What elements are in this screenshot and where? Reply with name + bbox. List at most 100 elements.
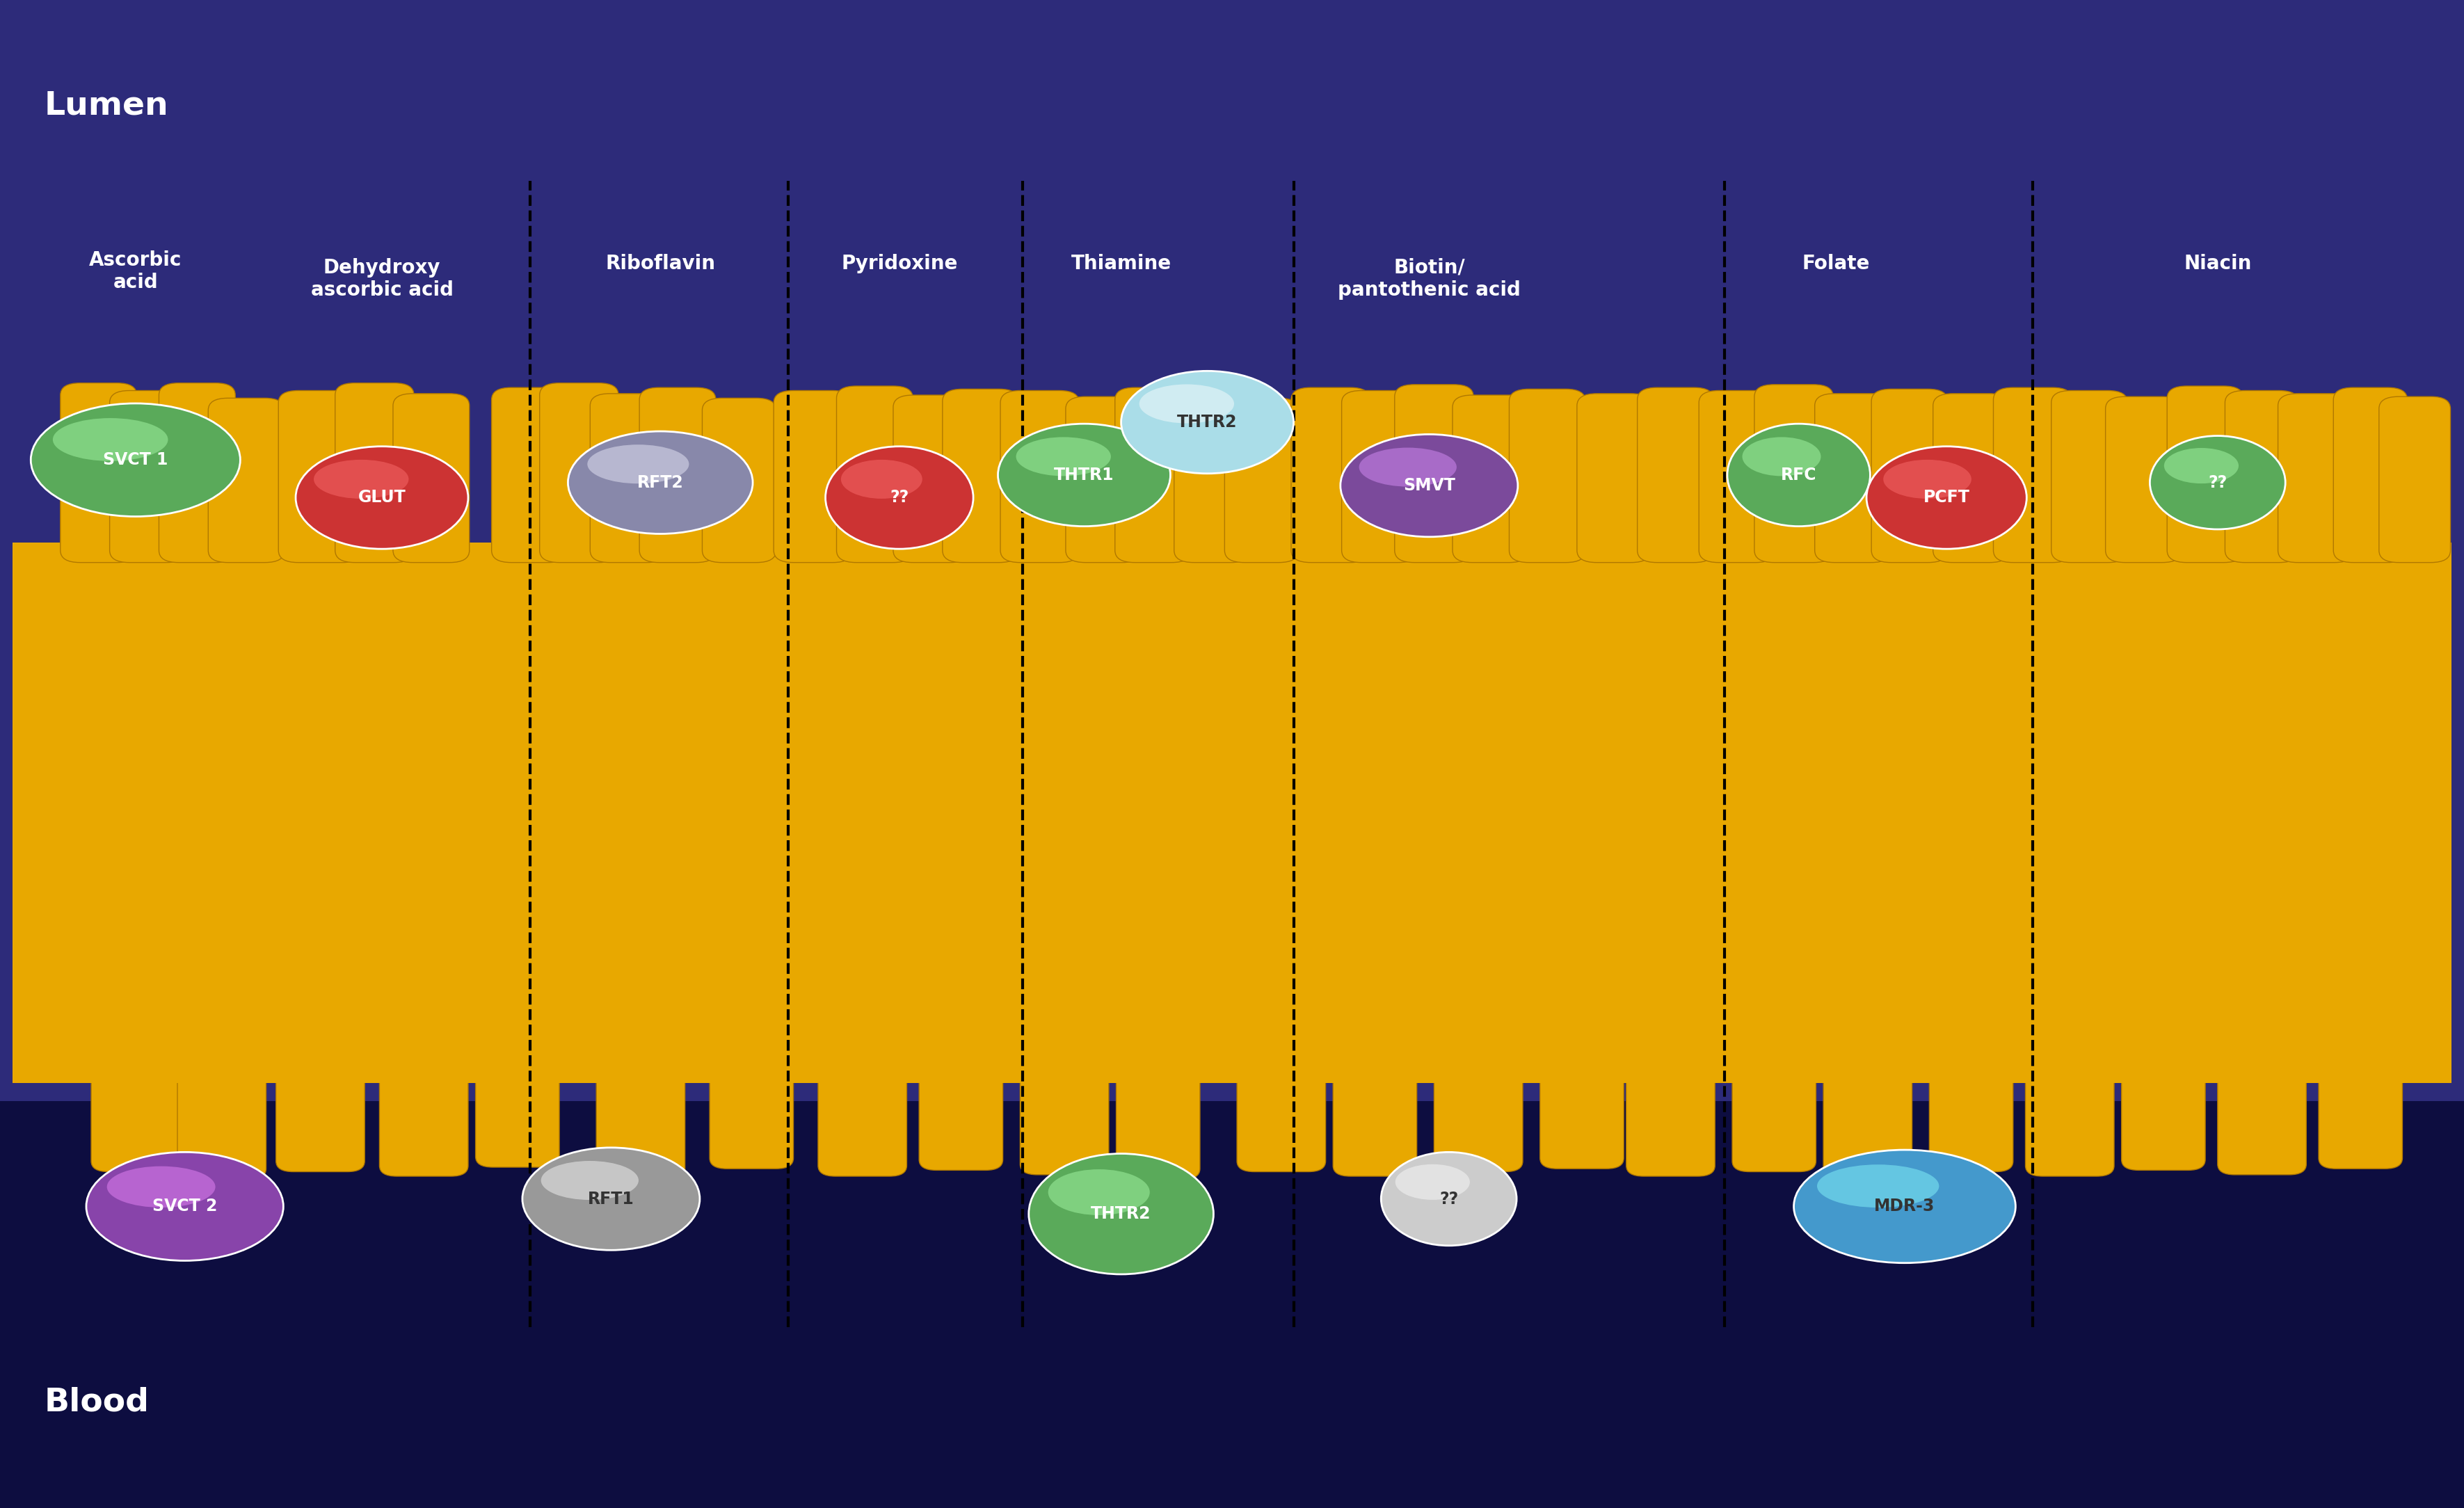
Text: RFT1: RFT1 [589, 1190, 633, 1208]
FancyBboxPatch shape [2050, 391, 2129, 562]
Ellipse shape [1138, 385, 1234, 424]
Text: Lumen: Lumen [44, 90, 168, 121]
Text: SVCT 2: SVCT 2 [153, 1197, 217, 1215]
FancyBboxPatch shape [1000, 391, 1079, 562]
FancyBboxPatch shape [1929, 1053, 2013, 1172]
FancyBboxPatch shape [62, 383, 138, 562]
FancyBboxPatch shape [2319, 1053, 2402, 1169]
FancyBboxPatch shape [1064, 397, 1143, 562]
FancyBboxPatch shape [641, 388, 715, 562]
FancyBboxPatch shape [392, 394, 468, 562]
Ellipse shape [586, 445, 690, 484]
FancyBboxPatch shape [702, 398, 776, 562]
FancyBboxPatch shape [1873, 389, 1949, 562]
FancyBboxPatch shape [1395, 385, 1473, 562]
Ellipse shape [1395, 1164, 1471, 1200]
Ellipse shape [542, 1161, 638, 1200]
FancyBboxPatch shape [892, 395, 968, 562]
Ellipse shape [1047, 1169, 1151, 1215]
Ellipse shape [1121, 371, 1294, 474]
FancyBboxPatch shape [1636, 388, 1715, 562]
Text: ??: ?? [2208, 474, 2227, 492]
Text: MDR-3: MDR-3 [1875, 1197, 1934, 1215]
Text: GLUT: GLUT [357, 489, 407, 507]
FancyBboxPatch shape [1698, 391, 1774, 562]
FancyBboxPatch shape [710, 1053, 793, 1169]
FancyBboxPatch shape [379, 1053, 468, 1176]
Text: ??: ?? [890, 489, 909, 507]
FancyBboxPatch shape [2333, 388, 2407, 562]
FancyBboxPatch shape [1732, 1053, 1816, 1172]
Text: SVCT 1: SVCT 1 [103, 451, 168, 469]
Ellipse shape [1380, 1152, 1515, 1246]
Text: Biotin/
pantothenic acid: Biotin/ pantothenic acid [1338, 258, 1520, 300]
FancyBboxPatch shape [2168, 386, 2245, 562]
FancyBboxPatch shape [1114, 388, 1193, 562]
FancyBboxPatch shape [2025, 1053, 2114, 1176]
Text: Thiamine: Thiamine [1072, 255, 1170, 273]
Text: ??: ?? [1439, 1190, 1459, 1208]
FancyBboxPatch shape [1540, 1053, 1624, 1169]
Ellipse shape [2163, 448, 2240, 484]
FancyBboxPatch shape [1451, 395, 1528, 562]
Text: Dehydroxy
ascorbic acid: Dehydroxy ascorbic acid [310, 258, 453, 300]
FancyBboxPatch shape [1993, 388, 2072, 562]
FancyBboxPatch shape [1823, 1053, 1912, 1179]
FancyBboxPatch shape [941, 389, 1020, 562]
FancyBboxPatch shape [1343, 391, 1419, 562]
FancyBboxPatch shape [589, 394, 665, 562]
Ellipse shape [32, 404, 241, 516]
FancyBboxPatch shape [1754, 385, 1833, 562]
Ellipse shape [1030, 1154, 1215, 1274]
FancyBboxPatch shape [1020, 1053, 1109, 1175]
Text: RFT2: RFT2 [638, 474, 683, 492]
Text: PCFT: PCFT [1924, 489, 1969, 507]
FancyBboxPatch shape [1434, 1053, 1523, 1172]
FancyBboxPatch shape [596, 1053, 685, 1179]
Ellipse shape [1727, 424, 1870, 526]
Ellipse shape [998, 424, 1170, 526]
Text: THTR2: THTR2 [1178, 413, 1237, 431]
FancyBboxPatch shape [1225, 398, 1299, 562]
Ellipse shape [840, 460, 922, 499]
Ellipse shape [2149, 436, 2287, 529]
Ellipse shape [86, 1152, 283, 1261]
FancyBboxPatch shape [2277, 394, 2353, 562]
FancyBboxPatch shape [1508, 389, 1587, 562]
FancyBboxPatch shape [835, 386, 912, 562]
FancyBboxPatch shape [177, 1053, 266, 1179]
Ellipse shape [52, 418, 168, 461]
Ellipse shape [825, 446, 973, 549]
Text: SMVT: SMVT [1402, 477, 1456, 495]
Text: Ascorbic
acid: Ascorbic acid [89, 250, 182, 293]
Ellipse shape [1340, 434, 1518, 537]
Text: Blood: Blood [44, 1387, 150, 1418]
Text: Niacin: Niacin [2183, 255, 2252, 273]
Ellipse shape [1742, 437, 1821, 477]
FancyBboxPatch shape [1333, 1053, 1417, 1176]
Text: THTR2: THTR2 [1092, 1205, 1151, 1223]
FancyBboxPatch shape [91, 1053, 180, 1172]
Ellipse shape [106, 1166, 214, 1208]
FancyBboxPatch shape [1626, 1053, 1715, 1176]
FancyBboxPatch shape [278, 391, 362, 562]
FancyBboxPatch shape [2225, 391, 2299, 562]
FancyBboxPatch shape [2378, 397, 2449, 562]
FancyBboxPatch shape [774, 391, 853, 562]
FancyBboxPatch shape [476, 1053, 559, 1167]
FancyBboxPatch shape [207, 398, 283, 562]
Ellipse shape [522, 1148, 700, 1250]
FancyBboxPatch shape [1577, 394, 1651, 562]
Bar [12, 1045, 2452, 1083]
FancyBboxPatch shape [1116, 1053, 1200, 1179]
Bar [12, 543, 2452, 1071]
Text: RFC: RFC [1781, 466, 1816, 484]
FancyBboxPatch shape [490, 388, 567, 562]
Ellipse shape [567, 431, 754, 534]
FancyBboxPatch shape [111, 391, 187, 562]
FancyBboxPatch shape [2122, 1053, 2205, 1170]
Ellipse shape [1015, 437, 1111, 477]
Ellipse shape [313, 460, 409, 499]
FancyBboxPatch shape [818, 1053, 907, 1176]
Ellipse shape [1868, 446, 2025, 549]
